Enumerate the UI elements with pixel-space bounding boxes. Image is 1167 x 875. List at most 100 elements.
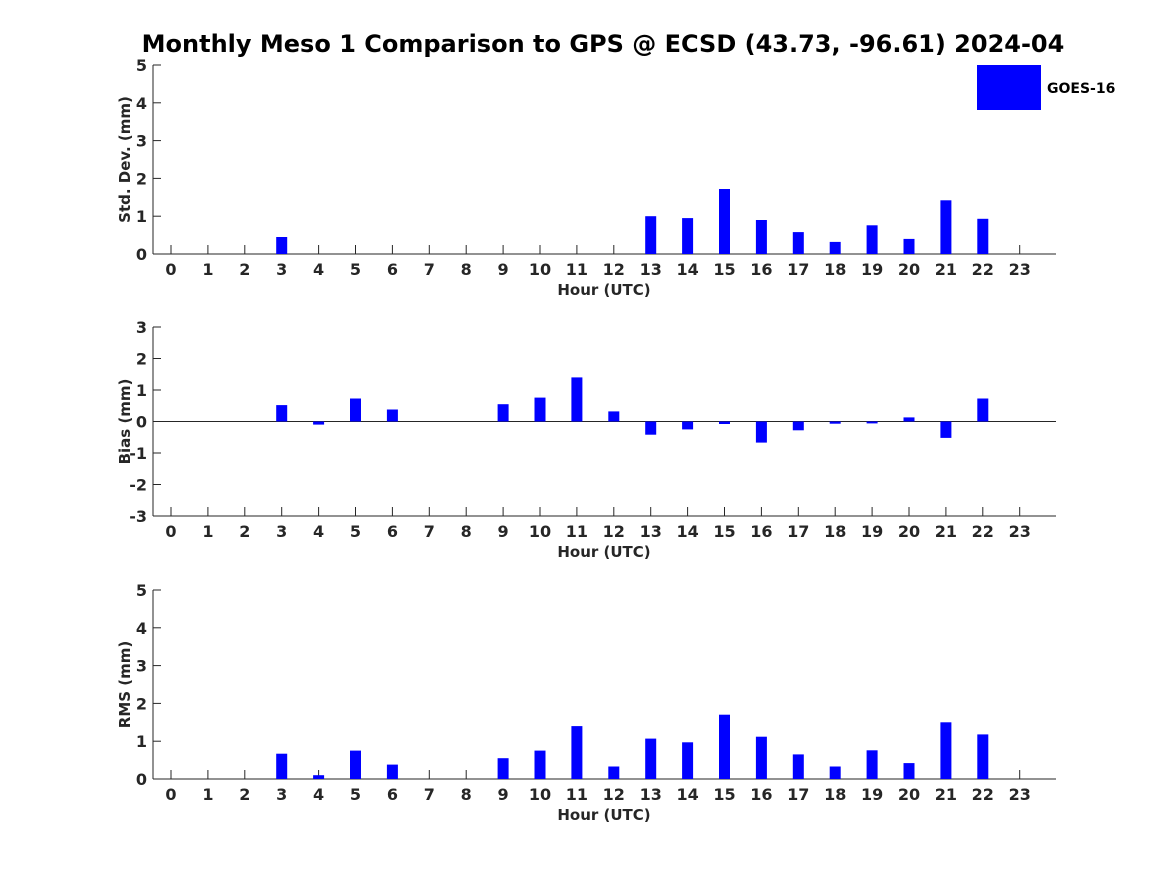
x-tick-label: 7 [424,522,435,541]
x-tick-label: 3 [276,522,287,541]
legend-label-goes-16: GOES-16 [1047,81,1115,97]
bar-hour-21 [940,722,952,779]
x-tick-label: 20 [898,522,920,541]
y-tick-label: 4 [136,94,147,113]
x-tick-label: 2 [239,260,250,279]
x-tick-label: 1 [202,522,213,541]
bar-hour-11 [571,726,583,779]
bar-hour-15 [719,714,730,779]
bar-hour-3 [276,753,288,779]
x-tick-label: 6 [387,260,398,279]
x-tick-label: 15 [713,260,735,279]
bar-hour-10 [534,397,546,422]
x-tick-label: 23 [1009,785,1031,804]
x-tick-label: 20 [898,260,920,279]
x-tick-label: 23 [1009,260,1031,279]
bar-hour-5 [350,750,361,779]
x-tick-label: 21 [935,785,957,804]
x-tick-label: 5 [350,522,361,541]
y-tick-label: 0 [136,413,147,432]
bar-hour-14 [682,742,694,779]
bar-hour-21 [940,200,952,254]
y-tick-label: 4 [136,619,147,638]
bar-hour-4 [313,421,325,425]
y-tick-label: 1 [136,207,147,226]
x-tick-label: 16 [750,522,772,541]
bar-hour-11 [571,377,583,422]
bar-hour-22 [977,218,989,254]
x-tick-label: 8 [461,785,472,804]
x-tick-label: 16 [750,785,772,804]
x-tick-label: 11 [566,260,588,279]
bar-hour-14 [682,218,694,254]
x-axis-label: Hour (UTC) [557,543,650,561]
y-tick-label: 3 [136,657,147,676]
x-tick-label: 13 [640,260,662,279]
bar-hour-20 [903,417,915,422]
bar-hour-12 [608,411,620,422]
x-tick-label: 4 [313,522,324,541]
x-tick-label: 13 [640,785,662,804]
y-tick-label: 2 [136,350,147,369]
x-tick-label: 1 [202,260,213,279]
x-tick-label: 7 [424,785,435,804]
x-tick-label: 6 [387,522,398,541]
x-tick-label: 12 [603,522,625,541]
x-tick-label: 10 [529,260,551,279]
x-tick-label: 0 [165,260,176,279]
bar-hour-10 [534,750,546,779]
bar-hour-22 [977,734,989,779]
y-tick-label: 3 [136,132,147,151]
bar-hour-3 [276,405,288,422]
x-tick-label: 17 [787,785,809,804]
bar-hour-6 [386,409,398,422]
bar-hour-19 [866,421,878,424]
x-tick-label: 18 [824,522,846,541]
x-tick-label: 8 [461,522,472,541]
chart-title: Monthly Meso 1 Comparison to GPS @ ECSD … [142,30,1065,58]
y-axis-label: Bias (mm) [116,379,134,465]
y-tick-label: -1 [129,444,147,463]
x-tick-label: 21 [935,522,957,541]
y-tick-label: 2 [136,694,147,713]
bar-hour-9 [497,758,509,779]
x-tick-label: 16 [750,260,772,279]
x-tick-label: 18 [824,785,846,804]
bar-hour-22 [977,398,989,422]
x-tick-label: 2 [239,785,250,804]
x-tick-label: 5 [350,260,361,279]
bar-hour-13 [645,216,657,254]
x-axis-label: Hour (UTC) [557,281,650,299]
x-tick-label: 18 [824,260,846,279]
y-tick-label: 1 [136,381,147,400]
x-tick-label: 9 [498,522,509,541]
bar-hour-14 [682,421,694,430]
x-tick-label: 4 [313,260,324,279]
y-tick-label: 0 [136,770,147,789]
bar-hour-5 [350,398,361,422]
bar-hour-20 [903,763,915,779]
x-tick-label: 0 [165,785,176,804]
x-tick-label: 22 [972,785,994,804]
y-tick-label: 0 [136,245,147,264]
x-tick-label: 17 [787,522,809,541]
x-tick-label: 22 [972,522,994,541]
x-tick-label: 19 [861,260,883,279]
bar-hour-4 [313,775,325,779]
x-tick-label: 9 [498,785,509,804]
x-axis-label: Hour (UTC) [557,806,650,824]
y-axis-label: RMS (mm) [116,641,134,728]
x-tick-label: 2 [239,522,250,541]
bar-hour-16 [755,421,767,443]
x-tick-label: 3 [276,785,287,804]
x-tick-label: 11 [566,785,588,804]
x-tick-label: 12 [603,260,625,279]
bar-hour-3 [276,237,288,254]
chart-legend: GOES-16 [977,65,1115,110]
x-tick-label: 20 [898,785,920,804]
